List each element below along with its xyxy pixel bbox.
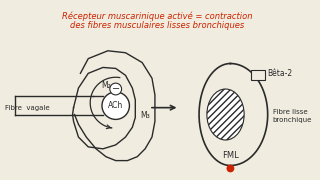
Circle shape xyxy=(227,165,234,172)
Text: −: − xyxy=(112,84,120,94)
FancyBboxPatch shape xyxy=(251,70,265,80)
Text: FML: FML xyxy=(222,151,239,160)
Text: bronchique: bronchique xyxy=(273,117,312,123)
Text: M₃: M₃ xyxy=(140,111,150,120)
Text: des fibres musculaires lisses bronchiques: des fibres musculaires lisses bronchique… xyxy=(70,21,244,30)
Text: ACh: ACh xyxy=(108,101,123,110)
Text: Fibre  vagale: Fibre vagale xyxy=(5,105,50,111)
Circle shape xyxy=(110,83,122,95)
Circle shape xyxy=(102,92,129,119)
Text: Bêta-2: Bêta-2 xyxy=(268,69,293,78)
Text: M₂: M₂ xyxy=(101,81,111,90)
Text: Fibre lisse: Fibre lisse xyxy=(273,109,307,115)
Text: Récepteur muscarinique activé = contraction: Récepteur muscarinique activé = contract… xyxy=(62,12,252,21)
Ellipse shape xyxy=(207,89,244,140)
